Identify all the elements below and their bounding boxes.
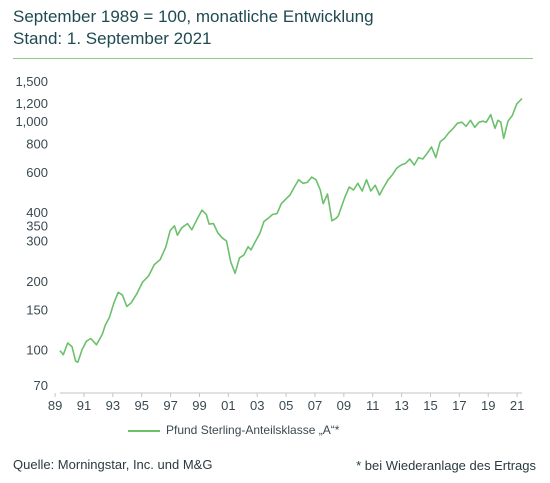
y-tick-label: 800 [26,136,48,151]
y-tick-label: 350 [26,218,48,233]
legend-swatch [128,429,160,432]
title-line-2: Stand: 1. September 2021 [13,29,212,48]
x-tick-label: 03 [250,398,264,413]
y-tick-label: 1,500 [15,74,48,89]
y-tick-label: 1,200 [15,96,48,111]
legend-label: Pfund Sterling-Anteilsklasse „A“* [166,423,340,437]
y-tick-label: 1,000 [15,114,48,129]
x-tick-label: 15 [423,398,437,413]
y-tick-label: 70 [34,378,48,393]
footnote: * bei Wiederanlage des Ertrags [356,458,536,473]
source-note: Quelle: Morningstar, Inc. und M&G [13,457,213,472]
x-tick-label: 01 [221,398,235,413]
chart-title: September 1989 = 100, monatliche Entwick… [13,6,374,50]
x-tick-label: 07 [308,398,322,413]
x-tick-label: 05 [279,398,293,413]
x-tick-label: 91 [77,398,91,413]
x-tick-label: 99 [192,398,206,413]
x-tick-label: 11 [366,398,380,413]
x-tick-label: 89 [48,398,62,413]
y-tick-label: 400 [26,205,48,220]
x-tick-label: 97 [163,398,177,413]
x-tick-label: 21 [510,398,524,413]
x-tick-label: 09 [337,398,351,413]
x-tick-label: 95 [134,398,148,413]
x-tick-label: 93 [106,398,120,413]
y-tick-label: 150 [26,302,48,317]
title-line-1: September 1989 = 100, monatliche Entwick… [13,7,374,26]
x-tick-label: 19 [481,398,495,413]
y-tick-label: 200 [26,274,48,289]
y-tick-label: 100 [26,343,48,358]
legend: Pfund Sterling-Anteilsklasse „A“* [128,423,339,437]
x-tick-label: 17 [452,398,466,413]
header-divider [13,58,533,59]
y-tick-label: 600 [26,165,48,180]
series-line [59,97,523,364]
y-tick-label: 300 [26,234,48,249]
x-tick-label: 13 [394,398,408,413]
